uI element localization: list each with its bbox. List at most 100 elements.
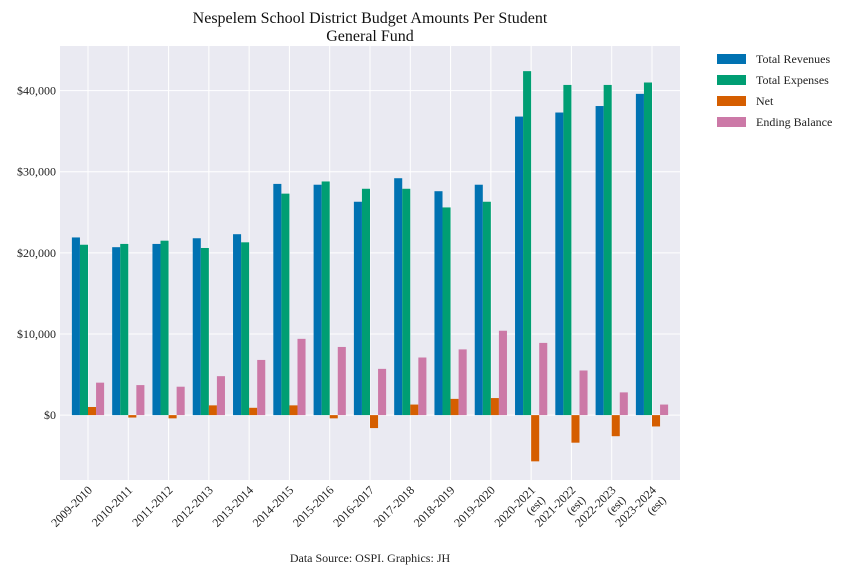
- bar-total-revenues: [515, 116, 524, 416]
- bar-ending-balance: [176, 386, 185, 416]
- bar-net: [208, 405, 217, 416]
- legend-swatch: [717, 117, 746, 127]
- bar-total-revenues: [474, 184, 483, 416]
- data-source-note: Data Source: OSPI. Graphics: JH: [290, 551, 451, 565]
- bar-total-revenues: [273, 183, 282, 416]
- bar-net: [652, 415, 661, 427]
- bar-total-expenses: [442, 207, 451, 416]
- bars: [71, 71, 669, 462]
- y-tick-label: $40,000: [17, 84, 56, 98]
- x-tick-label: 2023-2024(est): [612, 483, 669, 530]
- bar-total-expenses: [523, 71, 532, 416]
- bar-net: [88, 406, 97, 416]
- bar-net: [571, 415, 580, 443]
- bar-ending-balance: [297, 338, 306, 416]
- x-tick-label-line: 2012-2013: [169, 483, 216, 530]
- bar-net: [490, 398, 499, 416]
- bar-ending-balance: [257, 359, 266, 416]
- bar-total-expenses: [603, 84, 612, 416]
- legend: Total Revenues Total Expenses Net Ending Ba…: [717, 52, 832, 129]
- bar-ending-balance: [337, 346, 346, 416]
- x-tick-label-line: 2016-2017: [330, 483, 377, 530]
- x-tick-label: 2018-2019: [411, 483, 458, 530]
- bar-total-expenses: [120, 243, 129, 416]
- bar-net: [410, 404, 419, 416]
- bar-net: [168, 415, 177, 419]
- bar-net: [611, 415, 620, 437]
- bar-total-revenues: [434, 191, 443, 416]
- bar-ending-balance: [216, 376, 225, 416]
- bar-net: [450, 398, 459, 416]
- bar-ending-balance: [418, 357, 427, 416]
- legend-swatch: [717, 96, 746, 106]
- bar-total-revenues: [112, 247, 121, 416]
- bar-ending-balance: [539, 342, 548, 416]
- bar-ending-balance: [498, 330, 507, 416]
- bar-total-revenues: [555, 112, 564, 416]
- bar-total-revenues: [152, 243, 161, 416]
- bar-total-revenues: [233, 234, 242, 416]
- x-tick-label: 2015-2016: [290, 483, 337, 530]
- x-tick-label-line: 2013-2014: [209, 483, 256, 530]
- x-tick-label-line: 2009-2010: [48, 483, 95, 530]
- x-tick-label-line: 2015-2016: [290, 483, 337, 530]
- x-tick-label: 2019-2020: [451, 483, 498, 530]
- bar-ending-balance: [378, 368, 387, 416]
- bar-net: [128, 415, 137, 418]
- x-tick-label-line: 2011-2012: [129, 483, 175, 529]
- x-tick-label-line: 2014-2015: [250, 483, 297, 530]
- x-tick-label: 2012-2013: [169, 483, 216, 530]
- bar-ending-balance: [96, 382, 105, 416]
- bar-total-revenues: [192, 238, 201, 416]
- legend-label: Ending Balance: [756, 115, 832, 129]
- y-tick-label: $20,000: [17, 246, 56, 260]
- legend-label: Total Revenues: [756, 52, 830, 66]
- bar-ending-balance: [458, 349, 467, 416]
- x-tick-label-line: 2010-2011: [89, 483, 135, 529]
- x-tick-label: 2014-2015: [250, 483, 297, 530]
- bar-total-expenses: [160, 240, 169, 416]
- y-tick-label: $30,000: [17, 165, 56, 179]
- bar-total-expenses: [361, 188, 370, 416]
- bar-net: [370, 415, 379, 429]
- bar-total-revenues: [394, 178, 403, 416]
- chart-title: Nespelem School District Budget Amounts …: [193, 10, 548, 45]
- bar-total-expenses: [402, 188, 411, 416]
- chart-title-line-2: General Fund: [326, 28, 414, 45]
- x-tick-label: 2017-2018: [371, 483, 418, 530]
- bar-total-expenses: [200, 247, 209, 416]
- legend-label: Total Expenses: [756, 73, 829, 87]
- bar-net: [329, 415, 338, 419]
- chart-title-line-1: Nespelem School District Budget Amounts …: [193, 10, 548, 27]
- bar-ending-balance: [660, 404, 669, 416]
- bar-total-expenses: [281, 193, 290, 416]
- bar-net: [289, 405, 298, 416]
- legend-swatch: [717, 75, 746, 85]
- bar-total-revenues: [635, 93, 644, 416]
- y-tick-label: $0: [44, 408, 56, 422]
- bar-ending-balance: [619, 392, 628, 416]
- bar-total-revenues: [71, 237, 80, 416]
- bar-net: [249, 407, 258, 416]
- bar-total-revenues: [595, 106, 604, 416]
- y-tick-label: $10,000: [17, 327, 56, 341]
- bar-total-expenses: [482, 201, 491, 416]
- bar-net: [531, 415, 540, 462]
- y-axis-tick-labels: $0 $10,000 $20,000 $30,000 $40,000: [17, 84, 56, 422]
- bar-total-revenues: [353, 201, 362, 416]
- legend-label: Net: [756, 94, 774, 108]
- x-axis-tick-labels: 2009-20102010-20112011-20122012-20132013…: [48, 483, 669, 530]
- bar-total-expenses: [79, 244, 88, 416]
- bar-ending-balance: [136, 385, 145, 416]
- bar-ending-balance: [579, 370, 588, 416]
- x-tick-label: 2011-2012: [129, 483, 175, 529]
- x-tick-label-line: 2017-2018: [371, 483, 418, 530]
- bar-total-revenues: [313, 184, 322, 416]
- bar-total-expenses: [241, 242, 250, 416]
- legend-swatch: [717, 54, 746, 64]
- x-tick-label: 2016-2017: [330, 483, 377, 530]
- bar-total-expenses: [643, 82, 652, 416]
- bar-total-expenses: [563, 84, 572, 416]
- bar-total-expenses: [321, 181, 330, 416]
